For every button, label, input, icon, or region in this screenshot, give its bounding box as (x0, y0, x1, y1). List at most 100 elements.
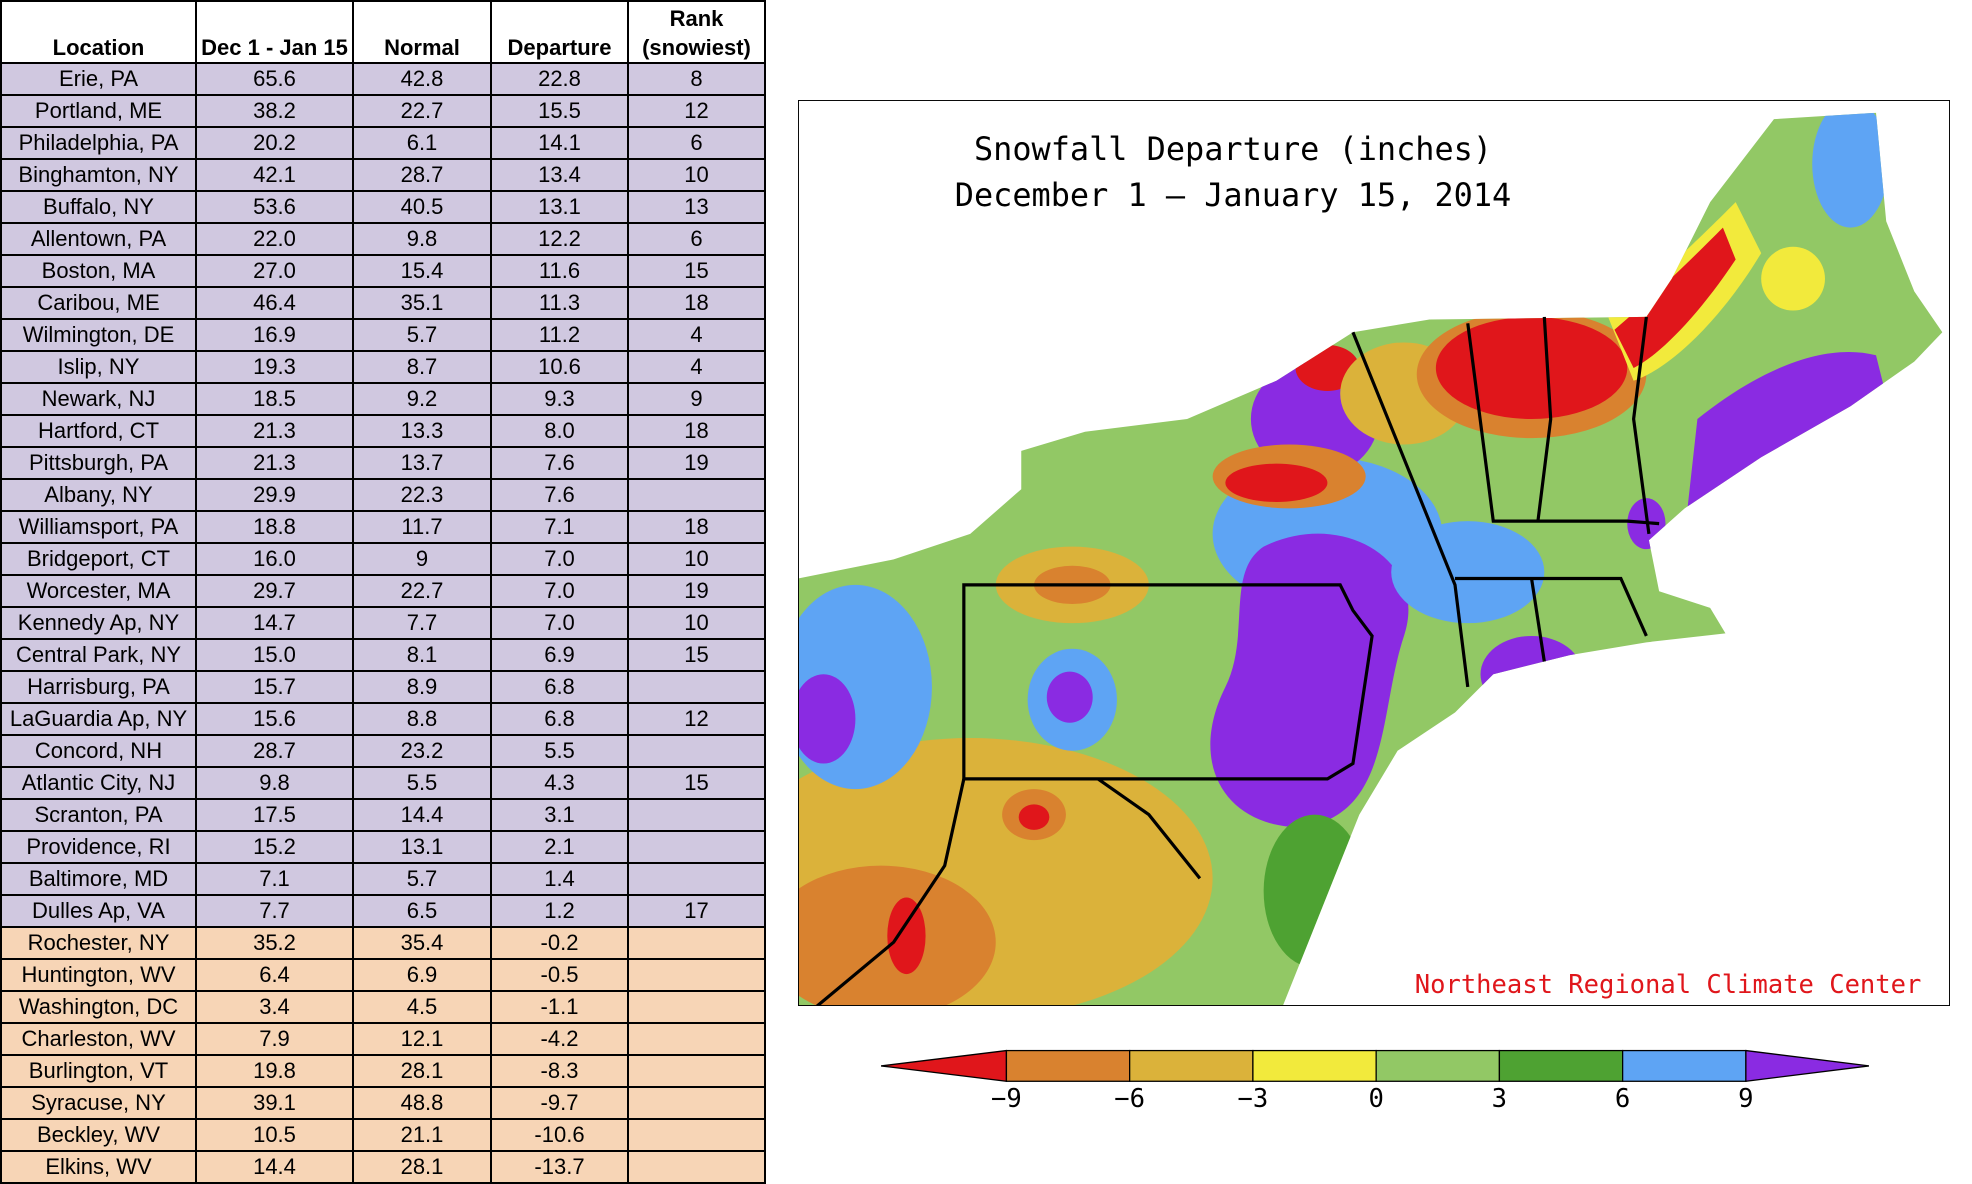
table-row: Beckley, WV 10.5 21.1 -10.6 (0, 1118, 766, 1152)
table-row: Bridgeport, CT 16.0 9 7.0 10 (0, 542, 766, 576)
table-row: Hartford, CT 21.3 13.3 8.0 18 (0, 414, 766, 448)
legend-swatch (1252, 1049, 1377, 1082)
table-cell: Pittsburgh, PA (0, 446, 197, 480)
table-cell: 7.1 (490, 510, 629, 544)
table-cell: 15.0 (195, 638, 354, 672)
table-cell: 4.5 (352, 990, 492, 1024)
table-cell: 29.9 (195, 478, 354, 512)
map: Snowfall Departure (inches) December 1 —… (798, 100, 1950, 1006)
legend-tick-label: 3 (1492, 1084, 1507, 1114)
table-cell (627, 798, 766, 832)
table-cell (627, 830, 766, 864)
legend-swatch (1622, 1049, 1747, 1082)
table-cell: Kennedy Ap, NY (0, 606, 197, 640)
table-cell: 13.4 (490, 158, 629, 192)
table-body: Erie, PA 65.6 42.8 22.8 8 Portland, ME 38.2 22.… (0, 62, 766, 1184)
table-cell: Erie, PA (0, 62, 197, 96)
table-cell: 6 (627, 222, 766, 256)
table-cell: 42.1 (195, 158, 354, 192)
table-cell (627, 1150, 766, 1184)
table-cell: Wilmington, DE (0, 318, 197, 352)
table-cell: 6.1 (352, 126, 492, 160)
table-cell: 14.1 (490, 126, 629, 160)
table-cell: 9.8 (195, 766, 354, 800)
table-cell: 13.1 (490, 190, 629, 224)
table-cell: Islip, NY (0, 350, 197, 384)
table-cell: 18 (627, 286, 766, 320)
table-cell (627, 1054, 766, 1088)
map-credit: Northeast Regional Climate Center (1415, 970, 1922, 1000)
table-cell: 15.7 (195, 670, 354, 704)
table-cell: 1.4 (490, 862, 629, 896)
table-cell: 9.8 (352, 222, 492, 256)
table-cell: 6.4 (195, 958, 354, 992)
table-cell: 15.5 (490, 94, 629, 128)
table-row: Washington, DC 3.4 4.5 -1.1 (0, 990, 766, 1024)
table-cell: 9.3 (490, 382, 629, 416)
table-cell: Huntington, WV (0, 958, 197, 992)
table-cell: 38.2 (195, 94, 354, 128)
legend-tick-label: 0 (1368, 1084, 1383, 1114)
legend-swatch (1498, 1049, 1624, 1082)
column-header: Departure (490, 0, 629, 64)
table-cell: Newark, NJ (0, 382, 197, 416)
table-cell: 28.7 (195, 734, 354, 768)
legend-swatch (1745, 1049, 1869, 1083)
table-cell: 7.0 (490, 574, 629, 608)
table-cell: 7.7 (352, 606, 492, 640)
table-cell: 18 (627, 414, 766, 448)
table-row: Erie, PA 65.6 42.8 22.8 8 (0, 62, 766, 96)
table-cell: -4.2 (490, 1022, 629, 1056)
table-cell: 15 (627, 766, 766, 800)
table-cell: Concord, NH (0, 734, 197, 768)
table-cell: 12 (627, 702, 766, 736)
table-cell: -0.5 (490, 958, 629, 992)
table-cell: -0.2 (490, 926, 629, 960)
table-cell: Buffalo, NY (0, 190, 197, 224)
map-title: Snowfall Departure (inches) (974, 130, 1492, 168)
table-cell: 7.0 (490, 542, 629, 576)
table-cell: 19 (627, 446, 766, 480)
table-cell: 5.5 (490, 734, 629, 768)
table-row: Portland, ME 38.2 22.7 15.5 12 (0, 94, 766, 128)
legend-tick-label: −6 (1114, 1084, 1145, 1114)
table-cell: Worcester, MA (0, 574, 197, 608)
table-cell: 13 (627, 190, 766, 224)
table-cell: 22.8 (490, 62, 629, 96)
table-cell: 22.7 (352, 574, 492, 608)
table-cell: 8 (627, 62, 766, 96)
table-cell: Hartford, CT (0, 414, 197, 448)
table-cell: 7.7 (195, 894, 354, 928)
table-cell: 13.7 (352, 446, 492, 480)
table-cell: 5.7 (352, 318, 492, 352)
legend-tick-label: −9 (991, 1084, 1022, 1114)
table-cell: 1.2 (490, 894, 629, 928)
table-row: Kennedy Ap, NY 14.7 7.7 7.0 10 (0, 606, 766, 640)
table-cell: 18 (627, 510, 766, 544)
table-cell: Allentown, PA (0, 222, 197, 256)
table-cell: 35.1 (352, 286, 492, 320)
table-cell: 13.1 (352, 830, 492, 864)
table-cell: 5.7 (352, 862, 492, 896)
table-row: Providence, RI 15.2 13.1 2.1 (0, 830, 766, 864)
table-cell: -10.6 (490, 1118, 629, 1152)
table-cell: 3.4 (195, 990, 354, 1024)
table-cell: 7.6 (490, 446, 629, 480)
header-row: Location Dec 1 - Jan 15 Normal Departure Ran… (0, 0, 766, 64)
table-row: Albany, NY 29.9 22.3 7.6 (0, 478, 766, 512)
table-row: Boston, MA 27.0 15.4 11.6 15 (0, 254, 766, 288)
table-cell: 16.9 (195, 318, 354, 352)
table-cell: 28.1 (352, 1054, 492, 1088)
table-row: LaGuardia Ap, NY 15.6 8.8 6.8 12 (0, 702, 766, 736)
table-cell: 14.4 (195, 1150, 354, 1184)
table-row: Caribou, ME 46.4 35.1 11.3 18 (0, 286, 766, 320)
table-cell (627, 1086, 766, 1120)
table-cell: 42.8 (352, 62, 492, 96)
legend: −9 −6 −3 0 3 6 9 (881, 1049, 1869, 1114)
table-row: Islip, NY 19.3 8.7 10.6 4 (0, 350, 766, 384)
table-row: Concord, NH 28.7 23.2 5.5 (0, 734, 766, 768)
table-cell: 20.2 (195, 126, 354, 160)
table-cell (627, 478, 766, 512)
table-cell: 6.8 (490, 702, 629, 736)
table-row: Newark, NJ 18.5 9.2 9.3 9 (0, 382, 766, 416)
